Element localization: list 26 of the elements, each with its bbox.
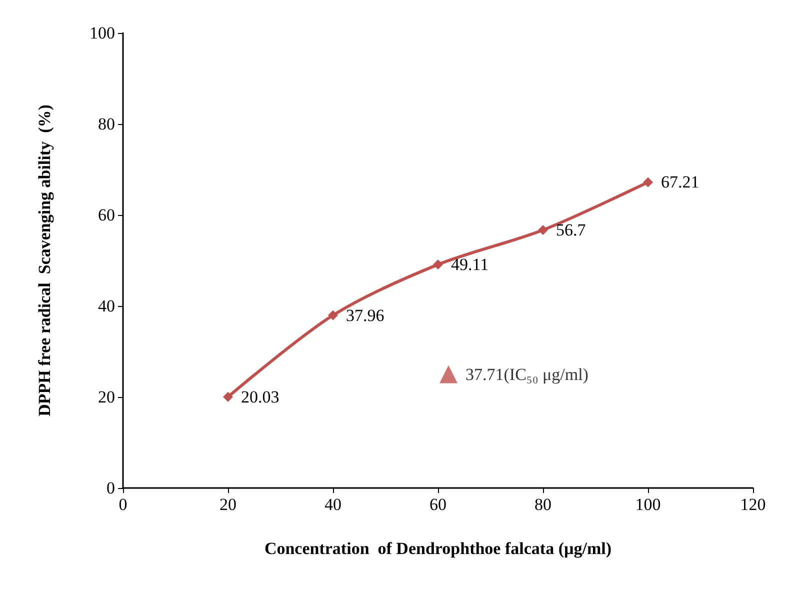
x-tick-label: 20 [220, 495, 236, 514]
point [538, 225, 548, 236]
point [328, 310, 338, 320]
point [433, 260, 443, 270]
x-axis-title: Concentration of Dendrophthoe falcata (µg/ml) [264, 539, 612, 558]
y-tick-label: 60 [98, 206, 115, 224]
x-tick-label: 0 [118, 495, 128, 514]
y-tick-label: 80 [98, 114, 115, 134]
data-label: 56.7 [556, 220, 586, 240]
y-tick-label: 40 [98, 296, 115, 316]
x-tick-label: 40 [324, 495, 342, 514]
data-label: 67.21 [661, 172, 700, 192]
annotation: 37.71(IC₅₀ μg/ml) [466, 364, 588, 384]
y-axis-title: DPPH free radical Scavenging ability (%) [35, 104, 54, 416]
data-label: 49.11 [451, 255, 489, 274]
point [643, 177, 653, 188]
y-tick-label: 100 [90, 24, 115, 42]
point [223, 392, 233, 402]
data-label: 20.03 [241, 387, 280, 406]
x-tick-label: 80 [534, 495, 552, 514]
x-tick-label: 60 [430, 495, 446, 514]
y-tick-label: 0 [106, 478, 115, 498]
y-tick-label: 20 [98, 388, 115, 406]
x-tick-label: 120 [740, 495, 766, 514]
data-label: 37.96 [346, 306, 384, 325]
x-tick-label: 100 [635, 495, 661, 514]
